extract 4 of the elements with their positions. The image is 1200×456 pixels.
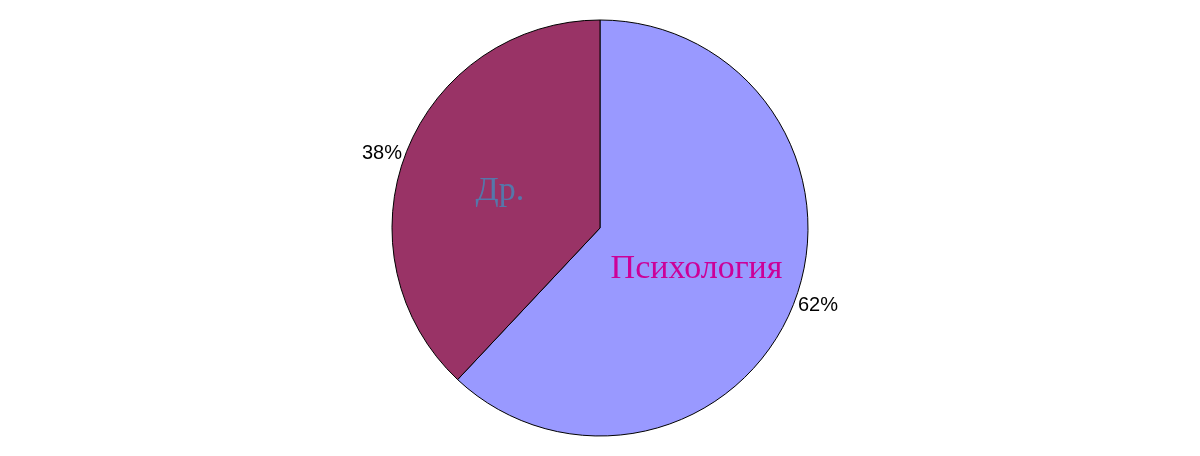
data-label: 62% — [798, 293, 839, 315]
data-label: 38% — [362, 141, 403, 163]
slice-label: Др. — [475, 169, 525, 207]
slice-label: Психология — [610, 247, 783, 285]
